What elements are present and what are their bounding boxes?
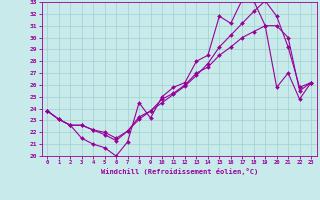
X-axis label: Windchill (Refroidissement éolien,°C): Windchill (Refroidissement éolien,°C)	[100, 168, 258, 175]
